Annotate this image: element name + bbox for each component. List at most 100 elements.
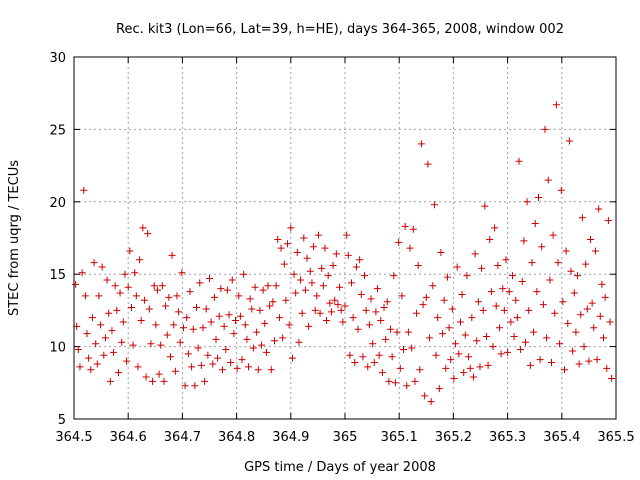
- data-point: [413, 309, 421, 317]
- data-point: [157, 341, 165, 349]
- data-point: [310, 243, 318, 251]
- data-point: [484, 361, 492, 369]
- data-point: [293, 248, 301, 256]
- data-point: [583, 305, 591, 313]
- data-point: [569, 347, 577, 355]
- data-point: [134, 363, 142, 371]
- data-point: [324, 272, 332, 280]
- data-point: [142, 373, 150, 381]
- data-point: [461, 331, 469, 339]
- data-point: [228, 276, 236, 284]
- data-point: [510, 332, 518, 340]
- data-point: [416, 366, 424, 374]
- data-point: [145, 305, 153, 313]
- data-point: [525, 306, 533, 314]
- data-point: [362, 306, 370, 314]
- data-point: [382, 335, 390, 343]
- data-point: [186, 288, 194, 296]
- data-point: [565, 137, 573, 145]
- data-point: [101, 334, 109, 342]
- data-point: [297, 276, 305, 284]
- data-point: [277, 244, 285, 252]
- data-point: [214, 354, 222, 362]
- data-point: [98, 263, 106, 271]
- data-point: [92, 340, 100, 348]
- data-point: [388, 353, 396, 361]
- data-point: [468, 314, 476, 322]
- data-point: [380, 304, 388, 312]
- data-point: [259, 286, 267, 294]
- data-point: [455, 350, 463, 358]
- data-point: [556, 340, 564, 348]
- data-point: [222, 345, 230, 353]
- data-point: [512, 296, 520, 304]
- data-point: [311, 306, 319, 314]
- data-point: [357, 290, 365, 298]
- data-point: [110, 348, 118, 356]
- data-point: [543, 334, 551, 342]
- data-point: [272, 282, 280, 290]
- data-point: [232, 317, 240, 325]
- data-point: [113, 306, 121, 314]
- data-point: [188, 363, 196, 371]
- data-point: [197, 361, 205, 369]
- data-point: [479, 306, 487, 314]
- data-point: [450, 374, 458, 382]
- data-point: [93, 360, 101, 368]
- data-point: [432, 351, 440, 359]
- data-point: [97, 321, 105, 329]
- data-point: [536, 356, 544, 364]
- data-point: [580, 343, 588, 351]
- data-point: [166, 353, 174, 361]
- data-point: [577, 311, 585, 319]
- data-point: [81, 292, 89, 300]
- data-point: [168, 251, 176, 259]
- data-point: [608, 374, 616, 382]
- data-point: [343, 231, 351, 239]
- data-point: [356, 256, 364, 264]
- data-point: [314, 231, 322, 239]
- y-tick-label: 10: [49, 341, 66, 356]
- x-tick-label: 364.9: [272, 430, 309, 445]
- data-point: [404, 328, 412, 336]
- data-point: [551, 309, 559, 317]
- data-point: [348, 279, 356, 287]
- data-point: [258, 341, 266, 349]
- data-point: [598, 280, 606, 288]
- data-point: [351, 359, 359, 367]
- data-point: [375, 351, 383, 359]
- data-point: [548, 359, 556, 367]
- data-point: [453, 263, 461, 271]
- data-point: [119, 318, 127, 326]
- data-point: [295, 338, 303, 346]
- data-point: [129, 341, 137, 349]
- data-point: [367, 295, 375, 303]
- data-point: [390, 272, 398, 280]
- data-point: [207, 318, 215, 326]
- data-point: [217, 285, 225, 293]
- data-point: [209, 360, 217, 368]
- data-point: [508, 272, 516, 280]
- data-point: [437, 248, 445, 256]
- data-point: [318, 264, 326, 272]
- data-point: [534, 193, 542, 201]
- data-point: [206, 275, 213, 283]
- data-point: [427, 398, 435, 406]
- data-point: [137, 317, 145, 325]
- data-point: [87, 366, 95, 374]
- data-point: [149, 377, 157, 385]
- data-point: [262, 348, 270, 356]
- data-point: [225, 311, 233, 319]
- data-point: [158, 282, 166, 290]
- data-point: [574, 272, 582, 280]
- data-point: [411, 377, 419, 385]
- data-point: [442, 364, 450, 372]
- data-point: [173, 292, 181, 300]
- data-point: [518, 277, 526, 285]
- data-point: [523, 198, 531, 206]
- data-point: [132, 292, 140, 300]
- data-point: [606, 318, 614, 326]
- data-point: [241, 321, 249, 329]
- data-point: [531, 220, 539, 228]
- data-point: [521, 338, 529, 346]
